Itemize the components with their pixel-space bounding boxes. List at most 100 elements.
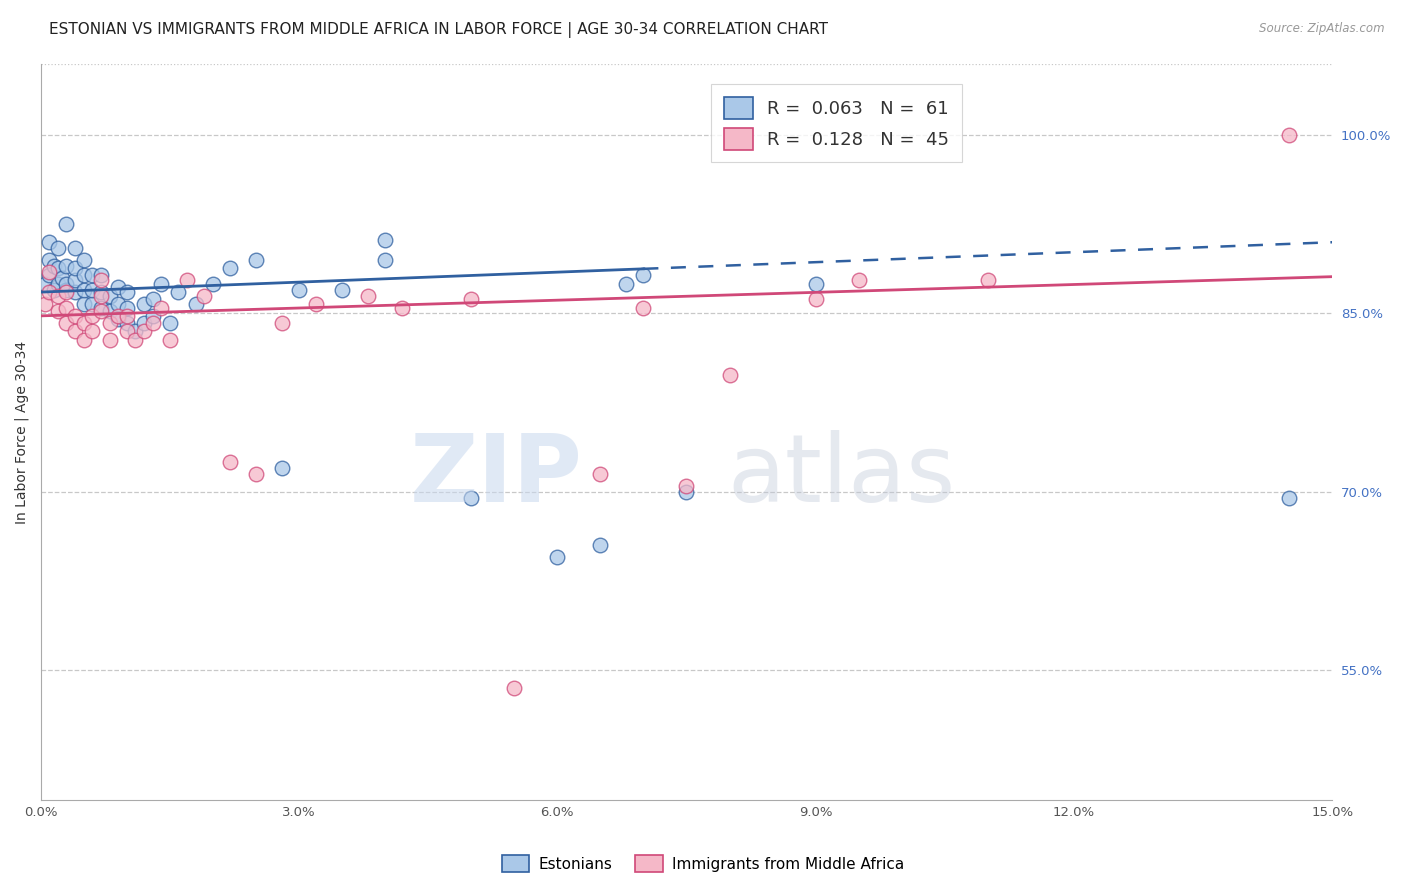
Point [63, 261, 86, 276]
Point [107, 312, 129, 326]
Point [614, 277, 637, 291]
Point [38, 235, 60, 250]
Point [90, 273, 112, 287]
Point [176, 273, 198, 287]
Point [633, 301, 655, 315]
Point [42, 283, 65, 297]
Point [804, 292, 827, 306]
Point [90, 285, 112, 299]
Point [633, 268, 655, 283]
Point [63, 273, 86, 287]
Point [159, 316, 181, 330]
Text: ESTONIAN VS IMMIGRANTS FROM MIDDLE AFRICA IN LABOR FORCE | AGE 30-34 CORRELATION: ESTONIAN VS IMMIGRANTS FROM MIDDLE AFRIC… [49, 22, 828, 38]
Point [115, 285, 138, 299]
Point [55, 283, 77, 297]
Point [73, 268, 96, 283]
Point [55, 259, 77, 273]
Point [132, 324, 155, 338]
Point [150, 301, 173, 315]
Point [245, 467, 267, 481]
Point [589, 467, 612, 481]
Point [46, 277, 69, 291]
Point [330, 283, 353, 297]
Point [589, 538, 612, 552]
Point [503, 681, 526, 695]
Point [167, 285, 190, 299]
Point [55, 277, 77, 291]
Point [132, 297, 155, 311]
Point [55, 301, 77, 315]
Point [219, 261, 242, 276]
Point [804, 277, 827, 291]
Point [675, 484, 697, 499]
Point [38, 265, 60, 279]
Point [82, 268, 104, 283]
Point [124, 333, 146, 347]
Point [63, 285, 86, 299]
Point [374, 233, 396, 247]
Point [115, 316, 138, 330]
Point [73, 297, 96, 311]
Point [98, 304, 121, 318]
Point [90, 268, 112, 283]
Point [42, 259, 65, 273]
Point [132, 316, 155, 330]
Point [460, 491, 482, 505]
Point [115, 301, 138, 315]
Point [46, 241, 69, 255]
Text: ZIP: ZIP [411, 431, 583, 523]
Point [82, 283, 104, 297]
Point [219, 455, 242, 469]
Point [82, 297, 104, 311]
Point [977, 273, 1000, 287]
Point [51, 270, 73, 285]
Point [73, 283, 96, 297]
Point [115, 324, 138, 338]
Point [460, 292, 482, 306]
Point [63, 309, 86, 323]
Point [55, 316, 77, 330]
Point [107, 297, 129, 311]
Point [142, 316, 165, 330]
Point [98, 316, 121, 330]
Point [90, 288, 112, 302]
Point [73, 253, 96, 268]
Point [63, 324, 86, 338]
Point [73, 333, 96, 347]
Point [270, 461, 292, 475]
Legend: R =  0.063   N =  61, R =  0.128   N =  45: R = 0.063 N = 61, R = 0.128 N = 45 [711, 84, 962, 162]
Point [98, 288, 121, 302]
Point [90, 301, 112, 315]
Point [391, 301, 413, 315]
Point [124, 324, 146, 338]
Point [46, 304, 69, 318]
Point [55, 285, 77, 299]
Point [46, 261, 69, 276]
Point [142, 309, 165, 323]
Point [34, 277, 56, 291]
Legend: Estonians, Immigrants from Middle Africa: Estonians, Immigrants from Middle Africa [494, 847, 912, 880]
Point [38, 253, 60, 268]
Point [150, 277, 173, 291]
Point [98, 333, 121, 347]
Point [55, 218, 77, 232]
Point [63, 241, 86, 255]
Point [848, 273, 870, 287]
Point [46, 288, 69, 302]
Point [73, 316, 96, 330]
Point [107, 309, 129, 323]
Point [1278, 491, 1301, 505]
Point [107, 280, 129, 294]
Point [159, 333, 181, 347]
Point [82, 309, 104, 323]
Point [675, 479, 697, 493]
Point [288, 283, 311, 297]
Text: Source: ZipAtlas.com: Source: ZipAtlas.com [1260, 22, 1385, 36]
Point [193, 288, 215, 302]
Point [38, 268, 60, 283]
Point [357, 288, 380, 302]
Point [201, 277, 224, 291]
Point [374, 253, 396, 268]
Point [305, 297, 328, 311]
Point [1278, 128, 1301, 143]
